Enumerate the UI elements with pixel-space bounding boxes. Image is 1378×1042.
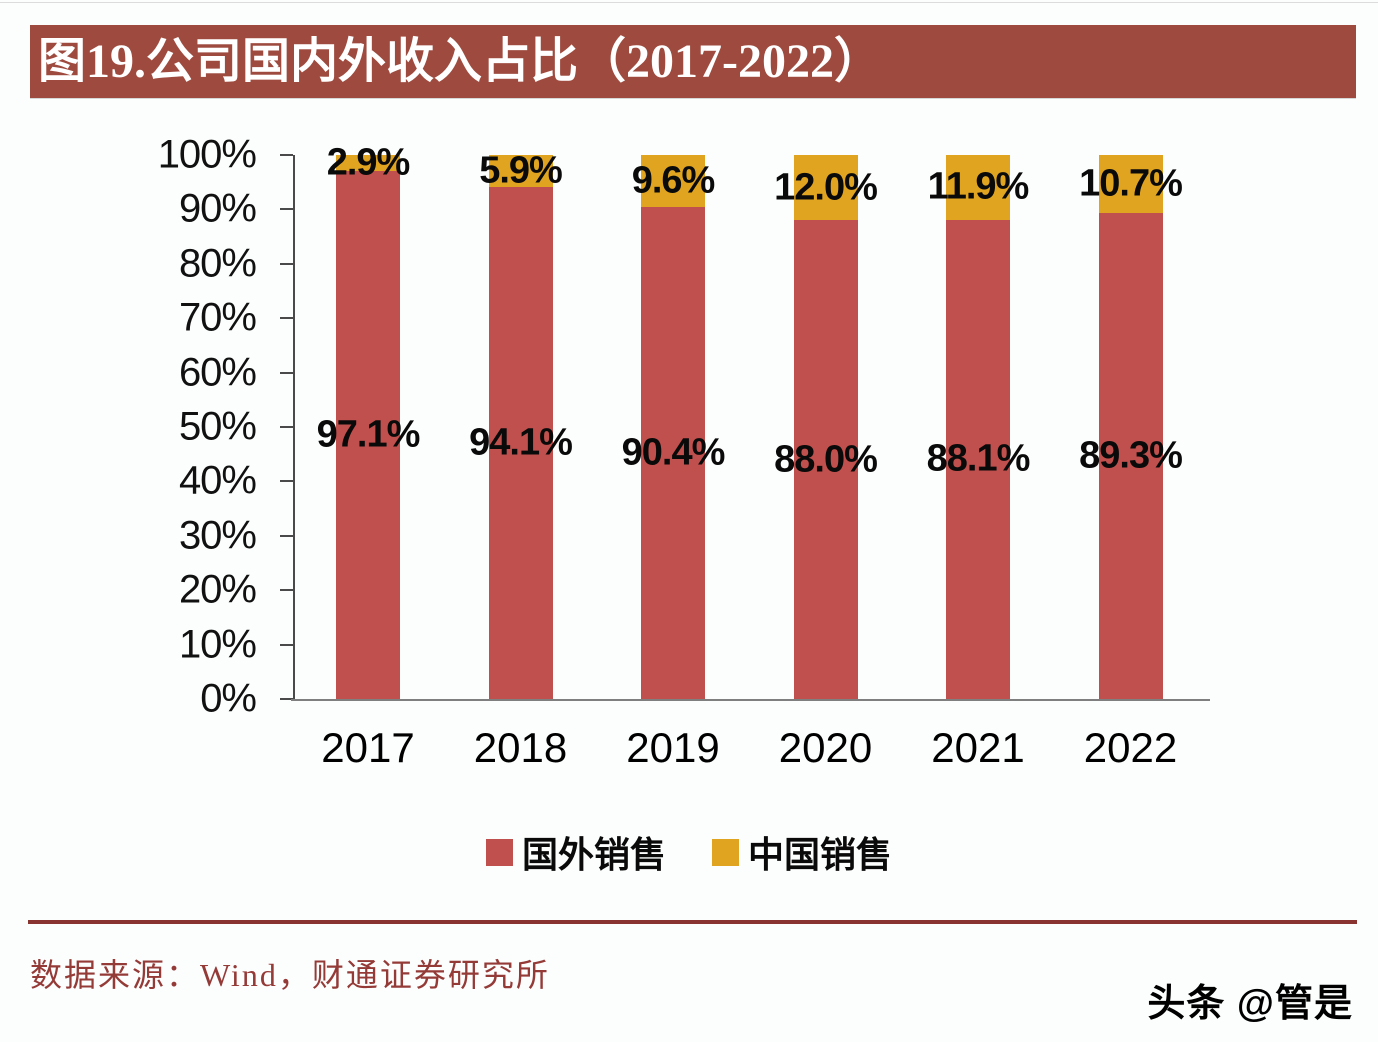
data-label-国外销售: 90.4%: [621, 431, 726, 474]
x-axis-line: [291, 699, 1210, 701]
y-axis-tick-label: 90%: [178, 186, 257, 231]
y-axis-tick-label: 0%: [200, 676, 257, 721]
data-source: 数据来源：Wind，财通证券研究所: [30, 957, 550, 993]
y-axis-tick-label: 80%: [178, 241, 257, 286]
bar-segment-中国销售: [336, 155, 400, 171]
y-axis-tick-mark: [280, 154, 293, 156]
bar-segment-国外销售: [1098, 213, 1163, 699]
bar-segment-中国销售: [793, 155, 858, 221]
y-axis-tick-label: 60%: [178, 350, 257, 395]
data-label-中国销售: 9.6%: [631, 159, 716, 202]
y-axis-tick-mark: [280, 317, 293, 320]
data-label-国外销售: 89.3%: [1079, 434, 1183, 477]
x-axis-category-label: 2017: [321, 724, 415, 771]
data-label-国外销售: 97.1%: [316, 413, 421, 456]
y-axis-tick-label: 20%: [178, 567, 257, 612]
legend: 国外销售 中国销售: [0, 826, 1378, 878]
watermark: 头条 @管是: [1147, 983, 1353, 1025]
bar-segment-中国销售: [946, 155, 1010, 220]
footer-divider: [28, 920, 1357, 924]
data-label-中国销售: 2.9%: [326, 141, 411, 184]
y-axis-tick-label: 10%: [178, 622, 257, 667]
bar-segment-国外销售: [793, 220, 858, 699]
y-axis-tick-mark: [280, 480, 293, 483]
y-axis-tick-mark: [280, 426, 293, 428]
x-axis-category-label: 2018: [473, 724, 568, 771]
figure-title: 图19.公司国内外收入占比（2017-2022）: [38, 35, 882, 88]
y-axis-tick-mark: [280, 262, 293, 265]
y-axis-tick-label: 100%: [157, 132, 257, 177]
x-axis-category-label: 2019: [626, 724, 720, 771]
legend-swatch-icon: [485, 838, 513, 866]
y-axis-tick-label: 50%: [178, 404, 257, 449]
data-label-国外销售: 88.0%: [774, 438, 878, 481]
y-axis-line: [293, 155, 295, 699]
data-label-中国销售: 10.7%: [1079, 162, 1183, 205]
bar-segment-国外销售: [641, 207, 705, 699]
top-divider: [0, 2, 1378, 3]
data-label-国外销售: 94.1%: [469, 421, 573, 464]
data-label-中国销售: 12.0%: [774, 166, 878, 209]
y-axis-tick-label: 30%: [178, 513, 257, 558]
data-label-中国销售: 11.9%: [927, 165, 1030, 208]
bar-segment-国外销售: [488, 187, 553, 699]
y-axis-tick-mark: [280, 698, 293, 700]
bar-segment-中国销售: [641, 155, 705, 208]
x-axis-category-label: 2022: [1083, 724, 1178, 771]
y-axis-tick-label: 70%: [178, 295, 257, 340]
y-axis-tick-mark: [280, 589, 293, 592]
bar-segment-国外销售: [336, 170, 400, 699]
legend-swatch-icon: [712, 838, 739, 866]
y-axis-tick-label: 40%: [178, 458, 257, 503]
x-axis-category-label: 2020: [778, 724, 873, 771]
bar-segment-国外销售: [946, 219, 1010, 699]
data-label-国外销售: 88.1%: [926, 437, 1031, 480]
y-axis-tick-mark: [280, 208, 293, 211]
legend-item-国外销售: 国外销售: [485, 826, 666, 878]
data-label-中国销售: 5.9%: [479, 149, 563, 192]
figure-title-banner: 图19.公司国内外收入占比（2017-2022）: [30, 25, 1356, 98]
legend-label: 国外销售: [521, 834, 666, 875]
y-axis-tick-mark: [280, 371, 293, 374]
y-axis-tick-mark: [280, 643, 293, 646]
legend-label: 中国销售: [748, 834, 893, 875]
bar-segment-中国销售: [488, 155, 553, 188]
legend-item-中国销售: 中国销售: [712, 826, 892, 878]
y-axis-tick-mark: [280, 534, 293, 537]
bar-segment-中国销售: [1098, 155, 1163, 214]
x-axis-category-label: 2021: [931, 724, 1025, 771]
